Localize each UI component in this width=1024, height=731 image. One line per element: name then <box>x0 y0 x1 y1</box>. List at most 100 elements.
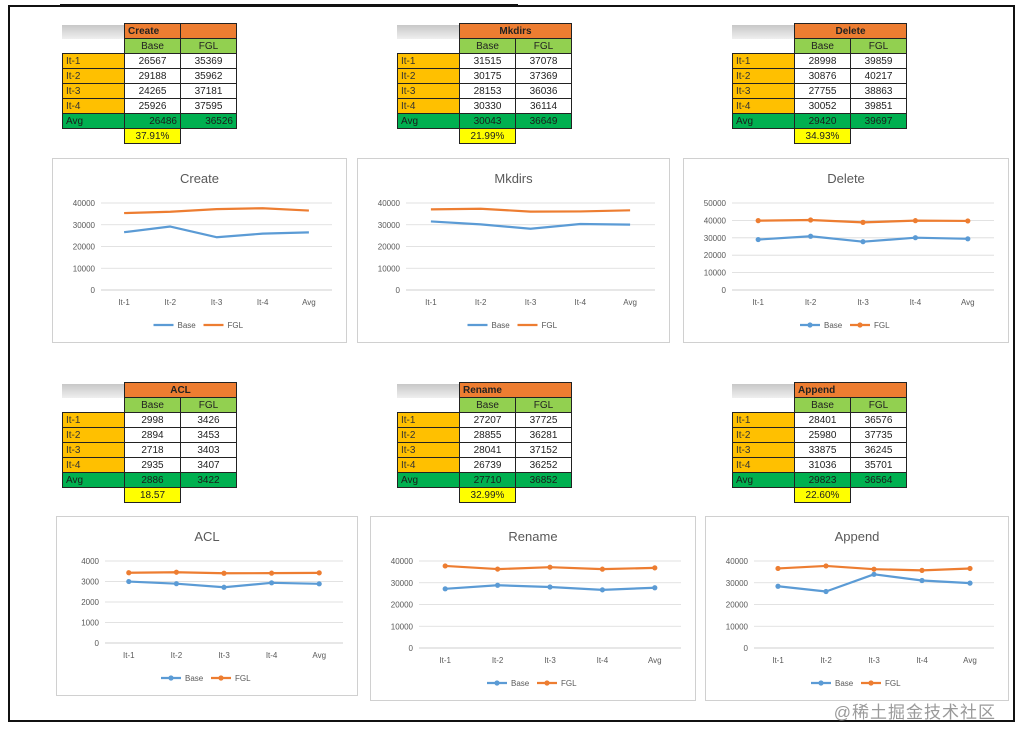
blank-cell <box>398 24 460 39</box>
point-fgl <box>495 566 501 572</box>
base-value: 26567 <box>124 53 181 69</box>
y-tick-label: 30000 <box>391 579 414 588</box>
rename-chart: Rename 0 10000 20000 30000 40000 It-1 It-2 It-3 I… <box>370 516 696 701</box>
row-label: It-1 <box>62 53 125 69</box>
fgl-value: 38863 <box>850 83 907 99</box>
point-base <box>919 577 925 584</box>
col-header-fgl: FGL <box>850 397 907 413</box>
legend-marker <box>807 322 813 328</box>
point-base <box>126 578 132 585</box>
base-value: 25926 <box>124 98 181 114</box>
avg-label: Avg <box>397 113 460 129</box>
fgl-value: 37725 <box>515 412 572 428</box>
y-tick-label: 0 <box>91 286 96 295</box>
fgl-value: 36281 <box>515 427 572 443</box>
point-base <box>965 236 971 242</box>
legend-label-fgl: FGL <box>228 321 244 330</box>
avg-fgl-value: 36564 <box>850 472 907 488</box>
point-fgl <box>860 219 866 225</box>
base-value: 26739 <box>459 457 516 473</box>
x-tick-label: It-4 <box>266 651 278 660</box>
x-tick-label: It-1 <box>123 651 135 660</box>
x-tick-label: It-4 <box>916 656 928 665</box>
delete-chart-svg: Delete 0 10000 20000 30000 40000 50000 It-1 It-2… <box>704 171 994 330</box>
fgl-value: 37369 <box>515 68 572 84</box>
fgl-value: 35962 <box>180 68 237 84</box>
row-label: It-4 <box>732 457 795 473</box>
y-tick-label: 2000 <box>81 598 99 607</box>
row-label: It-3 <box>732 83 795 99</box>
base-value: 28855 <box>459 427 516 443</box>
point-fgl <box>755 218 761 224</box>
avg-base-value: 29823 <box>794 472 851 488</box>
create-table-title-fill <box>180 23 237 39</box>
fgl-value: 35369 <box>180 53 237 69</box>
base-value: 28153 <box>459 83 516 99</box>
base-value: 30876 <box>794 68 851 84</box>
row-label: It-4 <box>397 98 460 114</box>
point-fgl <box>967 565 973 572</box>
point-base <box>871 571 877 577</box>
point-fgl <box>599 566 605 572</box>
delete-improvement: 34.93% <box>794 128 851 144</box>
rename-table-title: Rename <box>459 382 572 398</box>
acl-chart-svg: ACL 0 1000 2000 3000 4000 It-1 It-2 It-3 It-4 Avg B… <box>81 529 343 683</box>
base-value: 31036 <box>794 457 851 473</box>
point-base <box>967 580 973 586</box>
blank-cell <box>63 383 125 398</box>
fgl-value: 36114 <box>515 98 572 114</box>
point-fgl <box>871 566 877 572</box>
point-base <box>775 583 781 589</box>
series-line-fgl <box>430 207 631 213</box>
append-chart-svg: Append 0 10000 20000 30000 40000 It-1 It-2 It-3 I… <box>726 529 994 688</box>
create-chart-svg: Create 0 10000 20000 30000 40000 It-1 It-2 It-3 I… <box>73 171 332 330</box>
avg-label: Avg <box>397 472 460 488</box>
x-tick-label: It-1 <box>439 656 451 665</box>
y-tick-label: 50000 <box>704 199 727 208</box>
y-tick-label: 30000 <box>704 234 727 243</box>
y-tick-label: 10000 <box>726 622 749 631</box>
base-value: 2718 <box>124 442 181 458</box>
x-tick-label: Avg <box>312 651 326 660</box>
acl-data-table: ACL Base FGL It-1 2998 3426 It-2 2894 3453 It-3 27… <box>62 382 237 503</box>
base-value: 30330 <box>459 98 516 114</box>
point-base <box>442 586 448 592</box>
mkdirs-data-table: Mkdirs Base FGL It-1 31515 37078 It-2 30175 3736… <box>397 23 572 144</box>
append-header-shade <box>732 384 794 398</box>
blank-cell <box>63 39 125 54</box>
legend-marker <box>868 680 874 686</box>
acl-table-title: ACL <box>124 382 237 398</box>
point-fgl <box>775 565 781 572</box>
y-tick-label: 10000 <box>704 269 727 278</box>
y-tick-label: 30000 <box>378 221 401 230</box>
legend-label-base: Base <box>511 679 530 688</box>
fgl-value: 3403 <box>180 442 237 458</box>
fgl-value: 3426 <box>180 412 237 428</box>
col-header-fgl: FGL <box>180 38 237 54</box>
col-header-base: Base <box>124 38 181 54</box>
base-value: 27755 <box>794 83 851 99</box>
row-label: It-3 <box>732 442 795 458</box>
blank-cell <box>733 488 795 503</box>
series-line-fgl <box>124 207 309 215</box>
legend-label-fgl: FGL <box>874 321 890 330</box>
row-label: It-4 <box>397 457 460 473</box>
x-tick-label: It-3 <box>525 298 537 307</box>
avg-fgl-value: 3422 <box>180 472 237 488</box>
point-base <box>547 584 553 590</box>
blank-cell <box>733 398 795 413</box>
series-line-base <box>430 220 631 230</box>
col-header-base: Base <box>459 397 516 413</box>
avg-label: Avg <box>732 113 795 129</box>
append-chart-title: Append <box>835 529 880 544</box>
point-base <box>860 239 866 245</box>
x-tick-label: It-4 <box>910 298 922 307</box>
avg-fgl-value: 36526 <box>180 113 237 129</box>
col-header-fgl: FGL <box>850 38 907 54</box>
y-tick-label: 10000 <box>378 264 401 273</box>
y-tick-label: 20000 <box>704 251 727 260</box>
col-header-base: Base <box>794 397 851 413</box>
delete-chart-title: Delete <box>827 171 865 186</box>
row-label: It-1 <box>732 412 795 428</box>
x-tick-label: It-3 <box>857 298 869 307</box>
